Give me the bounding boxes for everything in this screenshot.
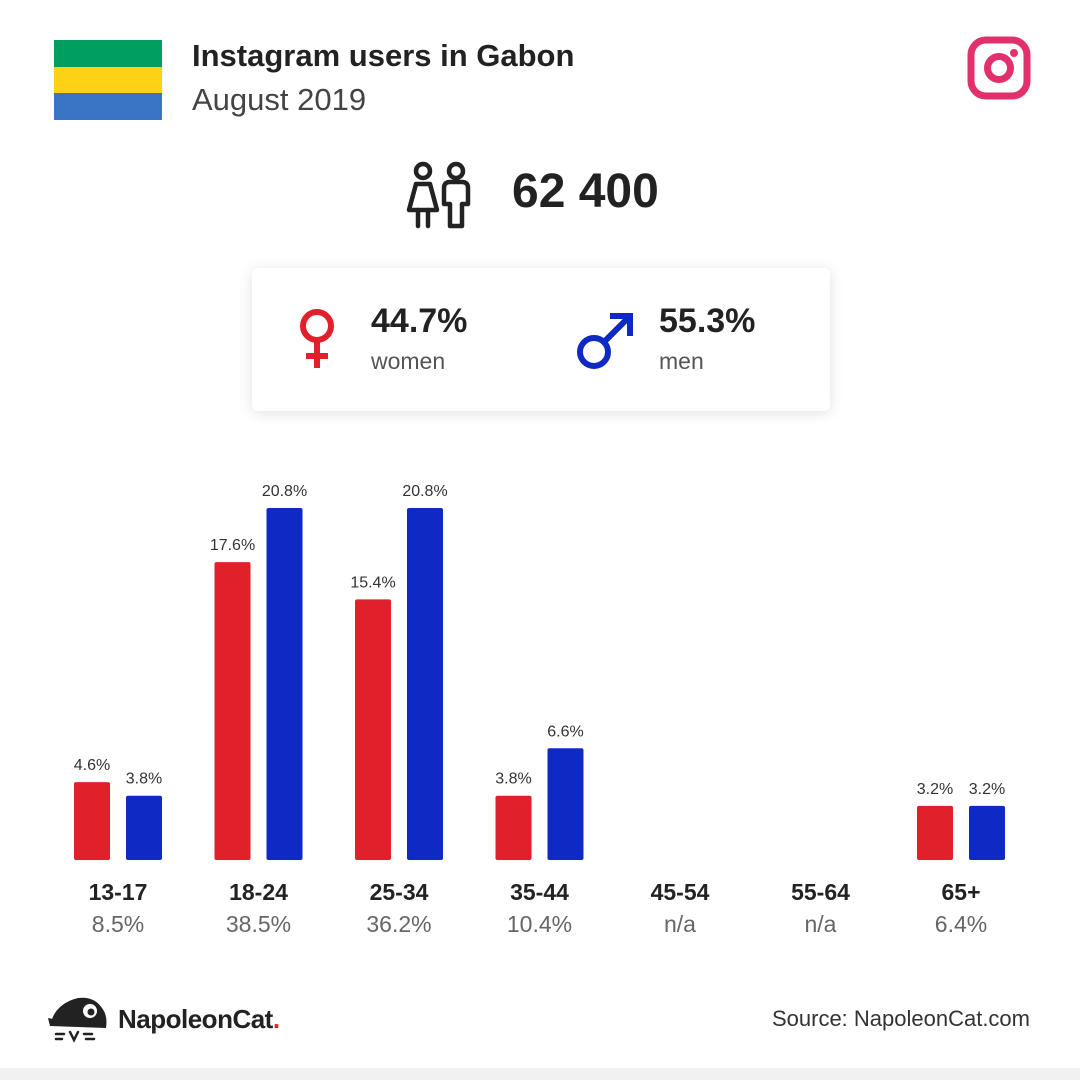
napoleoncat-logo-icon (48, 997, 107, 1043)
age-category-label-55-64: 55-64 (791, 879, 850, 905)
bar-value-label-women-25-34: 15.4% (350, 574, 395, 591)
source-text: Source: NapoleonCat.com (771, 1006, 1030, 1031)
bar-value-label-men-35-44: 6.6% (547, 723, 583, 740)
age-category-label-35-44: 35-44 (510, 879, 569, 905)
age-total-label-25-34: 36.2% (366, 911, 431, 937)
bar-women-13-17 (74, 782, 110, 860)
bar-men-18-24 (266, 508, 303, 860)
age-category-label-25-34: 25-34 (370, 879, 429, 905)
flag-stripe-blue (54, 93, 162, 120)
brand-name-text: NapoleonCat (118, 1004, 273, 1034)
female-icon (300, 309, 334, 368)
age-total-label-18-24: 38.5% (226, 911, 291, 937)
age-total-label-45-54: n/a (664, 911, 696, 937)
page-subtitle: August 2019 (192, 82, 367, 117)
page-title: Instagram users in Gabon (192, 38, 575, 73)
bar-value-label-women-65+: 3.2% (917, 781, 953, 798)
flag-stripe-yellow (54, 66, 162, 94)
bar-value-label-men-18-24: 20.8% (262, 483, 307, 500)
bar-men-25-34 (407, 508, 443, 860)
bar-men-65+ (969, 805, 1005, 860)
male-icon (577, 313, 633, 369)
women-label: women (371, 348, 446, 374)
bar-women-18-24 (214, 562, 251, 860)
total-users: 62 400 (512, 165, 659, 218)
brand-dot: . (272, 1004, 280, 1034)
bottom-strip (0, 1068, 1080, 1080)
gabon-flag (54, 40, 162, 120)
gender-card: 44.7% women 55.3% men (252, 268, 830, 411)
bar-men-35-44 (547, 748, 584, 860)
men-label: men (659, 348, 704, 374)
bar-value-label-men-13-17: 3.8% (126, 771, 162, 788)
bar-value-label-men-65+: 3.2% (969, 781, 1005, 798)
age-total-label-55-64: n/a (805, 911, 837, 937)
age-category-label-65+: 65+ (941, 879, 980, 905)
bar-women-65+ (917, 805, 953, 860)
bar-value-label-women-35-44: 3.8% (495, 771, 531, 788)
flag-stripe-green (54, 40, 162, 67)
age-category-label-45-54: 45-54 (651, 879, 710, 905)
age-total-label-13-17: 8.5% (92, 911, 144, 937)
age-total-label-35-44: 10.4% (507, 911, 572, 937)
bar-value-label-women-18-24: 17.6% (210, 537, 255, 554)
people-icon (406, 161, 471, 229)
age-category-label-18-24: 18-24 (229, 879, 288, 905)
age-total-label-65+: 6.4% (935, 911, 987, 937)
bar-men-13-17 (126, 795, 162, 860)
bar-women-35-44 (495, 795, 532, 860)
women-percentage: 44.7% (371, 302, 468, 340)
men-percentage: 55.3% (659, 302, 756, 340)
age-category-label-13-17: 13-17 (89, 879, 148, 905)
bar-value-label-women-13-17: 4.6% (74, 757, 110, 774)
instagram-icon (967, 36, 1031, 100)
bar-women-25-34 (355, 599, 391, 860)
bar-value-label-men-25-34: 20.8% (402, 483, 447, 500)
brand-name: NapoleonCat. (118, 1004, 280, 1035)
age-gender-bar-chart: 4.6% 3.8% 13-17 8.5% 17.6% 20.8% 18-24 38.5% 15.… (74, 483, 1005, 937)
